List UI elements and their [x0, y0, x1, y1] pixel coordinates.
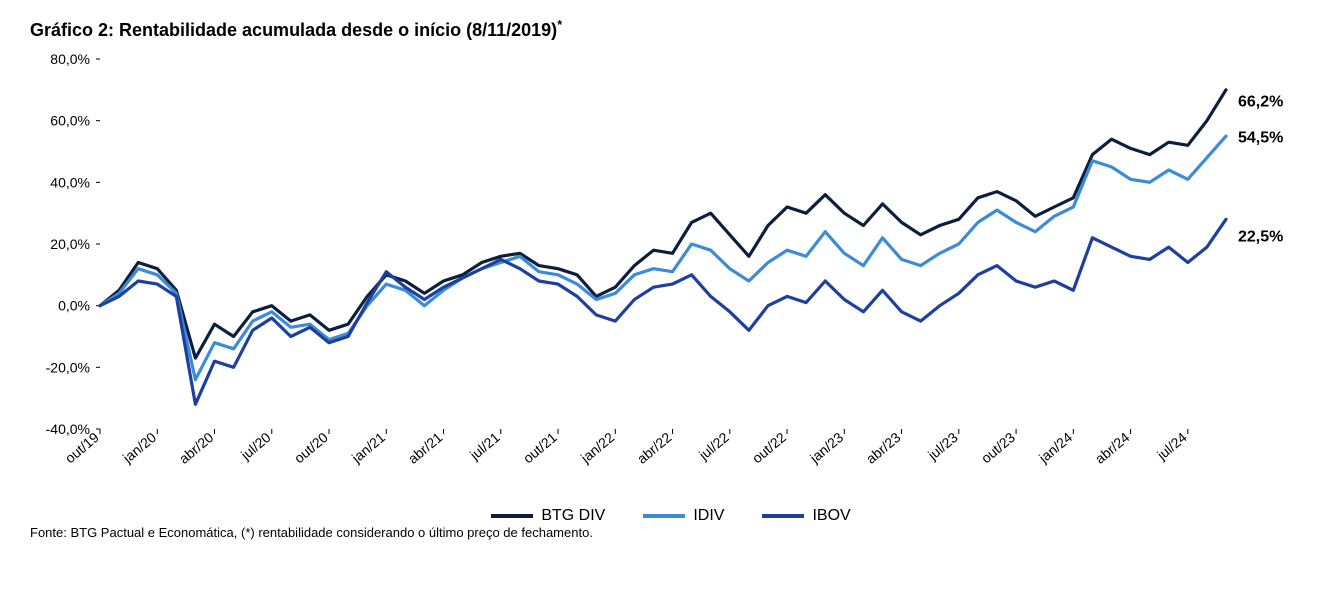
legend-swatch: [643, 514, 685, 518]
end-label: 54,5%: [1238, 130, 1283, 147]
legend: BTG DIV IDIV IBOV: [30, 507, 1312, 525]
legend-label: IBOV: [812, 507, 850, 525]
y-tick-label: -20,0%: [46, 359, 90, 375]
chart-footer: Fonte: BTG Pactual e Economática, (*) re…: [30, 525, 1312, 540]
x-tick-label: abr/24: [1092, 429, 1133, 467]
x-tick-label: jan/23: [806, 429, 846, 467]
x-tick-label: jul/22: [695, 429, 732, 464]
x-tick-label: jan/22: [577, 429, 617, 467]
x-tick-label: jul/21: [466, 429, 503, 464]
legend-label: BTG DIV: [541, 507, 605, 525]
legend-item: IDIV: [643, 507, 724, 525]
x-tick-label: out/23: [978, 429, 1018, 466]
x-tick-label: jul/20: [237, 429, 274, 464]
x-tick-label: jul/24: [1153, 429, 1190, 464]
legend-swatch: [762, 514, 804, 518]
series-btg-div: [100, 90, 1226, 358]
y-tick-label: 0,0%: [58, 298, 90, 314]
x-tick-label: abr/23: [863, 429, 904, 467]
x-tick-label: abr/20: [176, 429, 217, 467]
chart-area: -40,0% -20,0% 0,0% 20,0% 40,0% 60,0% 80,0% out/…: [30, 41, 1312, 501]
x-tick-label: jul/23: [924, 429, 961, 464]
y-tick-label: 80,0%: [50, 51, 90, 67]
x-tick-label: out/22: [749, 429, 789, 466]
chart-footer-text: Fonte: BTG Pactual e Economática, (*) re…: [30, 525, 593, 540]
end-label: 22,5%: [1238, 228, 1283, 245]
legend-swatch: [491, 514, 533, 518]
series-idiv: [100, 136, 1226, 380]
x-tick-label: out/21: [520, 429, 560, 466]
y-tick-label: 60,0%: [50, 113, 90, 129]
chart-title-text: Gráfico 2: Rentabilidade acumulada desde…: [30, 20, 557, 40]
x-tick-label: abr/21: [405, 429, 446, 467]
line-chart: -40,0% -20,0% 0,0% 20,0% 40,0% 60,0% 80,0% out/…: [30, 41, 1312, 501]
x-tick-label: jan/20: [119, 429, 159, 467]
y-tick-label: -40,0%: [46, 421, 90, 437]
y-tick-label: 20,0%: [50, 236, 90, 252]
x-tick-label: abr/22: [634, 429, 675, 467]
legend-item: BTG DIV: [491, 507, 605, 525]
chart-title: Gráfico 2: Rentabilidade acumulada desde…: [30, 18, 1312, 41]
x-tick-label: jan/24: [1035, 429, 1075, 467]
x-tick-label: out/20: [291, 429, 331, 466]
y-tick-label: 40,0%: [50, 174, 90, 190]
x-tick-label: jan/21: [348, 429, 388, 467]
chart-title-note: *: [557, 18, 562, 32]
legend-label: IDIV: [693, 507, 724, 525]
end-label: 66,2%: [1238, 94, 1283, 111]
legend-item: IBOV: [762, 507, 850, 525]
